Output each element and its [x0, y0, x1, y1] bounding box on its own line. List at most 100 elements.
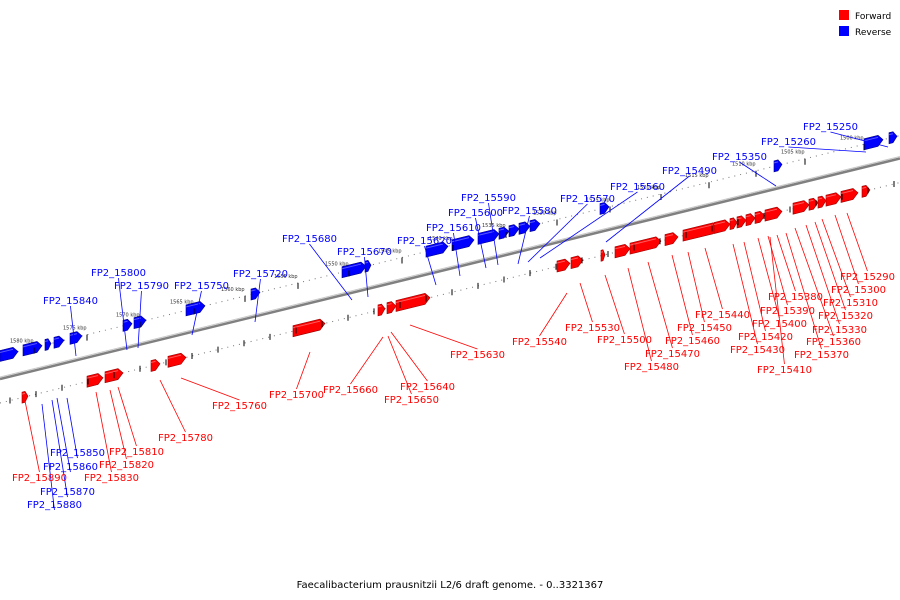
gene-label: FP2_15680	[282, 234, 337, 245]
forward-gene-arrow	[861, 184, 871, 198]
kbp-tick-label: 1515 kbp	[685, 173, 709, 179]
reverse-gene-arrow	[888, 131, 898, 145]
gene-label: FP2_15250	[803, 122, 858, 133]
gene-label: FP2_15610	[426, 223, 481, 234]
gene-label: FP2_15560	[610, 182, 665, 193]
reverse-gene-arrow	[773, 159, 783, 173]
gene-label: FP2_15720	[233, 269, 288, 280]
kbp-tick-label: 1520 kbp	[637, 185, 661, 191]
gene-arrow-shine	[364, 261, 369, 264]
legend-swatch-forward	[839, 10, 849, 20]
gene-leader-line	[95, 391, 112, 473]
gene-leader-line	[117, 386, 137, 447]
forward-gene-arrow	[570, 255, 584, 269]
reverse-gene-arrow	[364, 259, 372, 273]
gene-label: FP2_15480	[624, 362, 679, 373]
gene-arrow-shine	[292, 320, 321, 329]
gene-leader-line	[387, 335, 412, 395]
gene-label: FP2_15500	[597, 335, 652, 346]
gene-label: FP2_15750	[174, 281, 229, 292]
reverse-gene-arrow	[425, 241, 449, 258]
gene-label: FP2_15530	[565, 323, 620, 334]
gene-arrow-shine	[556, 260, 566, 264]
reverse-gene-arrow	[122, 318, 133, 332]
reverse-gene-arrow	[477, 229, 500, 245]
gene-leader-line	[517, 215, 530, 265]
gene-arrow-shine	[614, 245, 626, 250]
kbp-tick-label: 1575 kbp	[63, 326, 87, 332]
gene-leader-line	[51, 399, 68, 498]
gene-label: FP2_15630	[450, 350, 505, 361]
reverse-gene-arrow	[53, 335, 65, 349]
gene-arrow-shine	[150, 360, 156, 363]
gene-arrow-shine	[250, 289, 256, 292]
gene-leader-line	[704, 247, 723, 310]
reverse-gene-arrow	[250, 287, 261, 301]
gene-leader-line	[309, 243, 353, 301]
gene-leader-line	[627, 267, 652, 362]
reverse-gene-arrow	[0, 346, 19, 362]
gene-arrow-shine	[22, 342, 38, 348]
kbp-tick-label: 1555 kbp	[274, 274, 298, 280]
gene-leader-line	[296, 351, 311, 390]
forward-gene-arrow	[736, 215, 747, 229]
forward-gene-arrow	[150, 359, 161, 372]
gene-arrow-shine	[754, 212, 761, 216]
gene-label: FP2_15850	[50, 448, 105, 459]
gene-arrow-shine	[861, 186, 867, 189]
gene-arrow-shine	[736, 217, 742, 220]
gene-leader-line	[364, 256, 369, 298]
gene-label: FP2_15390	[760, 306, 815, 317]
gene-label: FP2_15490	[662, 166, 717, 177]
forward-gene-arrow	[395, 293, 431, 312]
gene-arrow-shine	[508, 226, 515, 229]
main-axis-line	[0, 157, 900, 381]
gene-leader-line	[350, 336, 384, 385]
gene-arrow-shine	[518, 223, 526, 226]
gene-leader-line	[647, 261, 673, 349]
gene-leader-line	[118, 277, 128, 351]
gene-label: FP2_15820	[99, 460, 154, 471]
gene-arrow-shine	[185, 303, 201, 308]
gene-leader-line	[56, 397, 71, 473]
gene-leader-line	[687, 251, 705, 323]
gene-leader-line	[814, 221, 846, 311]
gene-leader-line	[785, 232, 822, 350]
gene-leader-line	[453, 232, 461, 277]
gene-label: FP2_15410	[757, 365, 812, 376]
gene-label: FP2_15290	[840, 272, 895, 283]
kbp-tick-label: 1550 kbp	[325, 261, 349, 267]
legend-label-reverse: Reverse	[855, 28, 892, 38]
gene-arrow-shine	[167, 354, 182, 359]
gene-label: FP2_15420	[738, 332, 793, 343]
gene-arrow-shine	[386, 303, 392, 306]
forward-gene-arrow	[86, 373, 104, 388]
gene-arrow-shine	[629, 238, 657, 246]
gene-arrow-shine	[599, 203, 605, 206]
gene-label: FP2_15880	[27, 500, 82, 511]
gene-label: FP2_15570	[560, 194, 615, 205]
kbp-tick-label: 1565 kbp	[170, 299, 194, 305]
kbp-tick-label: 1500 kbp	[840, 135, 864, 141]
gene-arrow-shine	[729, 219, 734, 222]
forward-gene-arrow	[614, 244, 631, 259]
gene-label: FP2_15640	[400, 382, 455, 393]
gene-arrow-shine	[808, 199, 814, 202]
gene-label: FP2_15830	[84, 473, 139, 484]
gene-leader-line	[757, 237, 780, 319]
gene-leader-line	[409, 324, 478, 350]
gene-label: FP2_15870	[40, 487, 95, 498]
gene-label: FP2_15800	[91, 268, 146, 279]
gene-leader-line	[604, 274, 625, 335]
gene-leader-line	[769, 236, 785, 365]
gene-label: FP2_15810	[109, 447, 164, 458]
gene-label: FP2_15440	[695, 310, 750, 321]
gene-arrow-shine	[570, 257, 579, 261]
gene-arrow-shine	[104, 370, 119, 375]
gene-arrow-shine	[764, 208, 778, 213]
gene-leader-line	[794, 227, 834, 337]
reverse-gene-arrow	[185, 301, 206, 317]
gene-leader-line	[805, 224, 840, 325]
forward-gene-arrow	[713, 219, 731, 234]
